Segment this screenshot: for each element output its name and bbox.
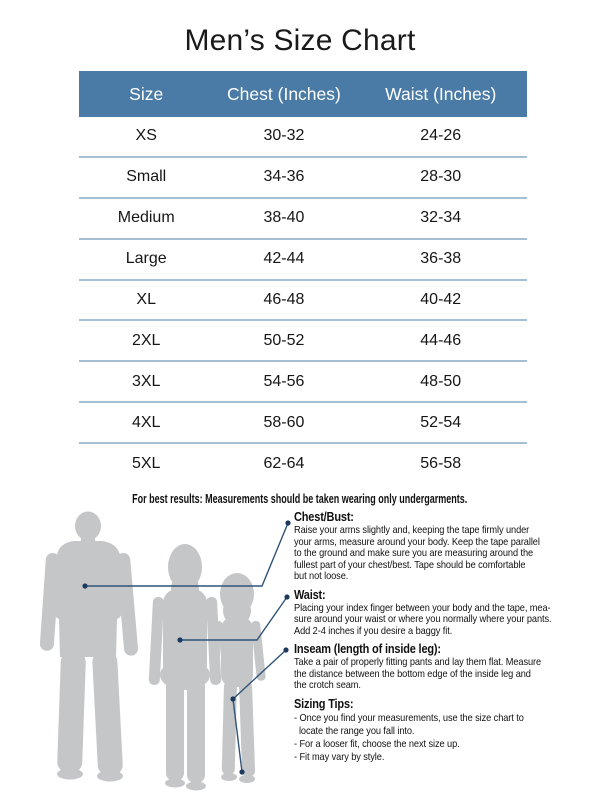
guide-text-sizing-tips: - Once you find your measurements, use t… bbox=[294, 711, 524, 763]
waist-cell: 36-38 bbox=[420, 250, 462, 268]
size-cell: Medium bbox=[117, 209, 175, 227]
guide-section-inseam: Inseam (length of inside leg): Take a pa… bbox=[294, 642, 584, 692]
column-header-chest: Chest (Inches) bbox=[227, 83, 341, 104]
chest-cell: 42-44 bbox=[263, 250, 305, 268]
waist-label-dot bbox=[284, 594, 290, 600]
inseam-bottom-dot bbox=[239, 769, 245, 775]
guide-heading-chest: Chest/Bust: bbox=[294, 510, 354, 524]
page-title: Men’s Size Chart bbox=[184, 24, 416, 57]
chest-point-dot bbox=[82, 583, 88, 589]
table-row: 2XL 50-52 44-46 bbox=[79, 319, 527, 360]
chest-cell: 34-36 bbox=[263, 168, 305, 186]
table-row: Small 34-36 28-30 bbox=[79, 155, 527, 197]
guide-heading-inseam: Inseam (length of inside leg): bbox=[294, 642, 441, 656]
chest-connector-line bbox=[85, 522, 289, 587]
size-cell: XS bbox=[135, 127, 157, 145]
chest-cell: 50-52 bbox=[263, 331, 305, 349]
man-silhouette bbox=[39, 511, 139, 782]
guide-text-waist: Placing your index finger between your b… bbox=[294, 601, 552, 637]
chest-cell: 46-48 bbox=[263, 291, 305, 308]
chest-cell: 54-56 bbox=[263, 372, 305, 390]
size-cell: 3XL bbox=[131, 372, 161, 390]
chest-cell: 30-32 bbox=[263, 127, 305, 145]
table-row: 5XL 62-64 56-58 bbox=[79, 442, 527, 483]
waist-cell: 52-54 bbox=[420, 413, 462, 431]
guide-heading-sizing-tips: Sizing Tips: bbox=[294, 696, 354, 711]
size-table-header-row: Size Chest (Inches) Waist (Inches) bbox=[79, 71, 527, 117]
measurement-note-row: For best results: Measurements should be… bbox=[0, 492, 600, 506]
chest-cell: 58-60 bbox=[263, 413, 305, 431]
size-cell: 5XL bbox=[131, 454, 161, 472]
waist-cell: 48-50 bbox=[420, 372, 462, 390]
measuring-illustration bbox=[39, 511, 291, 791]
chest-label-dot bbox=[285, 520, 291, 526]
column-header-waist: Waist (Inches) bbox=[385, 83, 497, 104]
inseam-top-dot bbox=[230, 696, 236, 702]
table-row: 3XL 54-56 48-50 bbox=[79, 360, 527, 401]
connector-dots bbox=[82, 520, 291, 775]
waist-cell: 28-30 bbox=[420, 168, 462, 186]
inseam-label-dot bbox=[283, 647, 289, 653]
waist-point-dot bbox=[177, 637, 183, 643]
guide-section-sizing-tips: Sizing Tips: - Once you find your measur… bbox=[294, 697, 584, 764]
size-cell: Small bbox=[126, 168, 167, 186]
table-row: Medium 38-40 32-34 bbox=[79, 196, 527, 238]
table-row: 4XL 58-60 52-54 bbox=[79, 401, 527, 442]
column-header-size: Size bbox=[129, 83, 164, 104]
size-table: Size Chest (Inches) Waist (Inches) XS 30… bbox=[79, 71, 527, 483]
waist-connector-line bbox=[180, 596, 288, 641]
waist-cell: 40-42 bbox=[420, 291, 462, 308]
waist-cell: 32-34 bbox=[420, 209, 462, 227]
guide-section-chest: Chest/Bust: Raise your arms slightly and… bbox=[294, 510, 584, 583]
size-cell: 2XL bbox=[131, 331, 161, 349]
guide-text-inseam: Take a pair of properly fitting pants an… bbox=[294, 656, 542, 691]
size-cell: Large bbox=[125, 250, 167, 268]
size-cell: XL bbox=[136, 291, 156, 308]
table-row: XS 30-32 24-26 bbox=[79, 117, 527, 156]
measuring-guide: Chest/Bust: Raise your arms slightly and… bbox=[294, 510, 584, 764]
waist-cell: 24-26 bbox=[420, 127, 462, 145]
table-row: Large 42-44 36-38 bbox=[79, 237, 527, 279]
chest-cell: 62-64 bbox=[263, 454, 305, 472]
guide-section-waist: Waist: Placing your index finger between… bbox=[294, 588, 584, 638]
measurement-note: For best results: Measurements should be… bbox=[132, 492, 468, 506]
size-cell: 4XL bbox=[131, 413, 161, 431]
guide-heading-waist: Waist: bbox=[294, 587, 326, 602]
waist-cell: 44-46 bbox=[420, 331, 462, 349]
table-row: XL 46-48 40-42 bbox=[79, 278, 527, 320]
chest-cell: 38-40 bbox=[263, 209, 305, 227]
guide-text-chest: Raise your arms slightly and, keeping th… bbox=[294, 524, 540, 582]
waist-cell: 56-58 bbox=[420, 454, 462, 472]
